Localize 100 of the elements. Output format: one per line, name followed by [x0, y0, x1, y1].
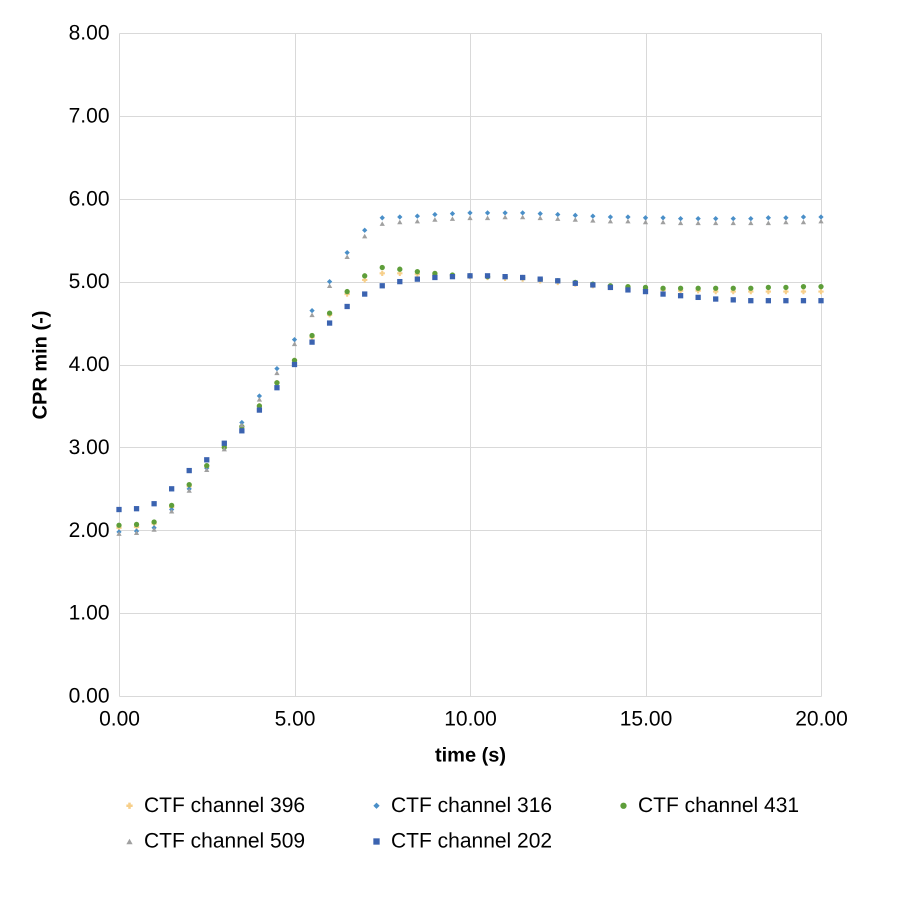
point [326, 283, 332, 288]
point [362, 228, 368, 233]
point [783, 298, 789, 304]
y-tick-label: 5.00 [68, 270, 110, 294]
point [344, 288, 350, 294]
y-tick-label: 6.00 [68, 187, 110, 210]
point [678, 220, 684, 226]
point [134, 506, 140, 512]
point [572, 212, 578, 218]
point [484, 216, 490, 220]
point [134, 522, 140, 528]
point [713, 286, 718, 291]
point [748, 216, 754, 222]
point [274, 385, 280, 390]
point [450, 216, 456, 221]
point [222, 440, 227, 446]
point [625, 214, 631, 220]
point [696, 286, 701, 291]
point [818, 298, 824, 304]
point [309, 308, 315, 314]
x-tick-label: 15.00 [620, 708, 672, 730]
point [696, 216, 701, 222]
y-tick-label: 8.00 [68, 22, 110, 44]
point [344, 250, 350, 256]
point [502, 214, 508, 220]
point [800, 298, 806, 304]
point [730, 297, 736, 303]
point [256, 393, 262, 399]
point [800, 220, 806, 224]
point [397, 278, 402, 284]
point [800, 284, 806, 290]
legend-label: CTF channel 431 [638, 794, 800, 817]
y-tick-label: 4.00 [68, 353, 110, 376]
point [766, 298, 771, 304]
point [642, 220, 648, 224]
point [818, 214, 824, 220]
point [274, 370, 280, 376]
point [660, 215, 666, 220]
point [730, 216, 736, 222]
point [292, 341, 298, 346]
x-tick-label: 10.00 [444, 708, 497, 730]
point [502, 210, 508, 216]
point [362, 291, 368, 297]
point [538, 211, 543, 216]
point [292, 336, 298, 342]
point [818, 218, 824, 224]
point [116, 522, 122, 528]
point [713, 220, 718, 226]
point [414, 269, 420, 274]
point [344, 254, 350, 260]
point [730, 286, 736, 291]
point [748, 286, 754, 291]
point [766, 215, 771, 220]
point [608, 214, 614, 220]
point [169, 486, 174, 492]
point [274, 366, 280, 372]
point [590, 214, 596, 219]
x-tick-label: 5.00 [274, 708, 316, 730]
point [204, 457, 210, 462]
point [450, 211, 456, 216]
point [239, 428, 244, 434]
point [414, 218, 420, 224]
point [608, 218, 614, 224]
point [678, 293, 684, 298]
point [414, 276, 420, 282]
point [397, 266, 402, 272]
point [520, 210, 526, 216]
point [362, 234, 368, 238]
point [783, 284, 789, 290]
point [344, 304, 350, 310]
point [555, 216, 560, 221]
point [660, 220, 666, 224]
point [625, 218, 631, 224]
point [572, 217, 578, 222]
point [783, 215, 789, 220]
legend-label: CTF channel 202 [391, 830, 552, 852]
y-axis-title: CPR min (-) [30, 310, 52, 420]
y-tick-label: 0.00 [68, 684, 110, 708]
point [520, 214, 526, 220]
point [380, 215, 385, 220]
point [713, 216, 718, 222]
point [380, 283, 385, 288]
point [766, 284, 771, 290]
y-tick-label: 2.00 [68, 518, 110, 542]
legend-label: CTF channel 396 [144, 794, 306, 817]
point [380, 270, 385, 276]
point [590, 218, 596, 223]
point [800, 214, 806, 220]
point [151, 501, 157, 506]
point [362, 273, 368, 278]
point [467, 216, 473, 220]
point [748, 298, 754, 304]
point [538, 216, 543, 220]
point [414, 214, 420, 219]
point [766, 220, 771, 226]
point [326, 278, 332, 284]
legend-label: CTF channel 316 [391, 794, 552, 817]
y-tick-label: 3.00 [68, 436, 110, 459]
point [696, 294, 701, 300]
y-tick-label: 7.00 [68, 104, 110, 128]
